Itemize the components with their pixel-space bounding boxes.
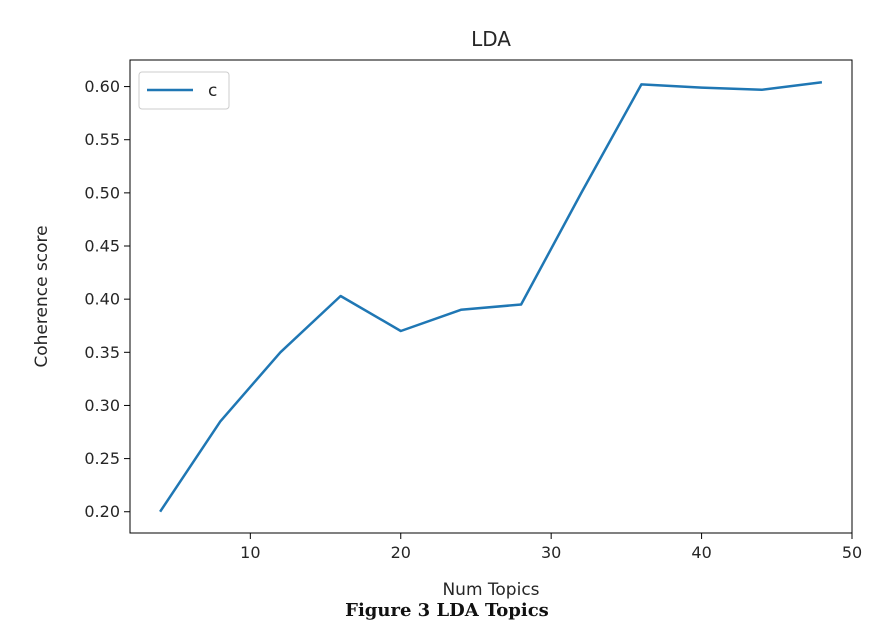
y-axis-label: Coherence score [32,225,52,367]
x-tick-label: 40 [691,543,711,562]
y-tick-label: 0.20 [84,502,120,521]
plot-area [159,81,823,513]
x-tick-label: 50 [842,543,862,562]
y-tick-label: 0.50 [84,183,120,202]
y-tick-label: 0.35 [84,343,120,362]
line-chart: LDA 10 20 30 40 50 0.200.250.300.350.400.450… [32,27,862,600]
plot-frame [129,59,853,534]
y-tick-label: 0.60 [84,77,120,96]
y-tick-label: 0.40 [84,290,120,309]
x-axis-label: Num Topics [442,580,539,600]
series-line-c [159,81,823,513]
x-axis: 10 20 30 40 50 [240,533,862,562]
x-tick-label: 30 [541,543,561,562]
figure-caption: Figure 3 LDA Topics [345,600,549,621]
x-tick-label: 20 [391,543,411,562]
legend: c [138,71,230,110]
y-tick-label: 0.25 [84,449,120,468]
y-tick-label: 0.55 [84,130,120,149]
chart-title: LDA [471,27,511,51]
y-tick-label: 0.30 [84,396,120,415]
y-tick-label: 0.45 [84,237,120,256]
x-tick-label: 10 [240,543,260,562]
y-axis: 0.20 0.25 0.30 0.35 0.40 0.45 0.50 0.55 0.60 [84,77,130,521]
legend-label: c [208,81,217,101]
